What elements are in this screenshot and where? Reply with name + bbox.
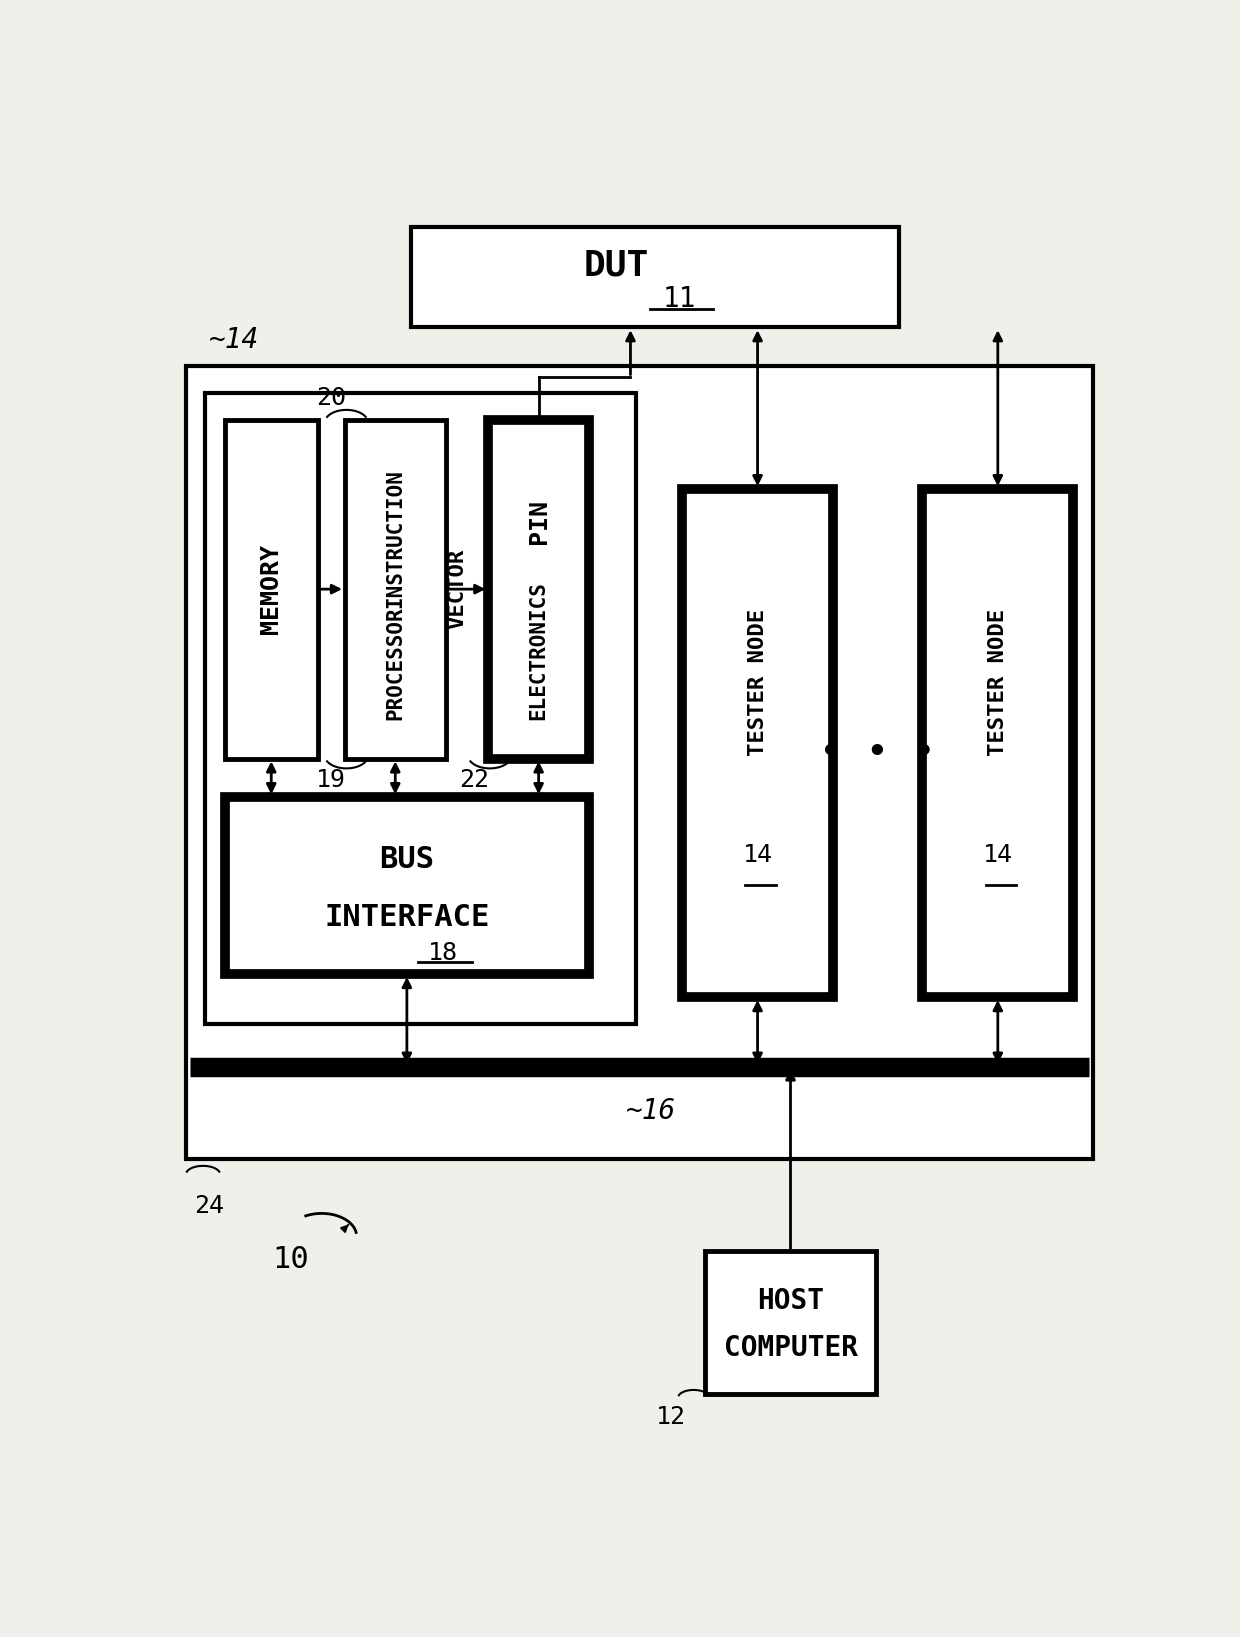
Bar — [923, 489, 1074, 997]
Text: 24: 24 — [193, 1193, 223, 1218]
Bar — [186, 365, 1092, 1159]
Text: MEMORY: MEMORY — [259, 543, 283, 634]
Text: 22: 22 — [459, 768, 490, 792]
Text: 20: 20 — [316, 386, 346, 411]
Bar — [489, 419, 589, 758]
Text: INSTRUCTION: INSTRUCTION — [386, 468, 405, 607]
Text: TESTER NODE: TESTER NODE — [748, 609, 768, 756]
Text: COMPUTER: COMPUTER — [723, 1334, 858, 1362]
Text: ELECTRONICS: ELECTRONICS — [528, 581, 548, 720]
Text: ~14: ~14 — [210, 326, 259, 354]
Text: VECTOR: VECTOR — [448, 548, 467, 629]
Bar — [345, 419, 445, 758]
Bar — [224, 797, 589, 974]
Bar — [706, 1251, 875, 1393]
Text: 10: 10 — [273, 1244, 309, 1274]
Bar — [224, 419, 317, 758]
Bar — [682, 489, 833, 997]
Text: 14: 14 — [983, 843, 1013, 868]
Text: TESTER NODE: TESTER NODE — [988, 609, 1008, 756]
Text: 12: 12 — [656, 1405, 686, 1429]
Text: BUS: BUS — [379, 845, 434, 874]
Text: 14: 14 — [743, 843, 773, 868]
Text: INTERFACE: INTERFACE — [324, 904, 490, 931]
Bar — [206, 393, 635, 1025]
Text: 19: 19 — [316, 768, 346, 792]
Text: 18: 18 — [428, 941, 459, 964]
Text: PIN: PIN — [527, 499, 551, 543]
Text: PROCESSOR: PROCESSOR — [386, 607, 405, 720]
Text: ~16: ~16 — [626, 1097, 676, 1125]
Text: • • •: • • • — [820, 735, 936, 773]
Text: 11: 11 — [662, 285, 696, 313]
Text: DUT: DUT — [583, 249, 649, 282]
Bar — [410, 228, 899, 327]
Text: HOST: HOST — [756, 1287, 825, 1315]
